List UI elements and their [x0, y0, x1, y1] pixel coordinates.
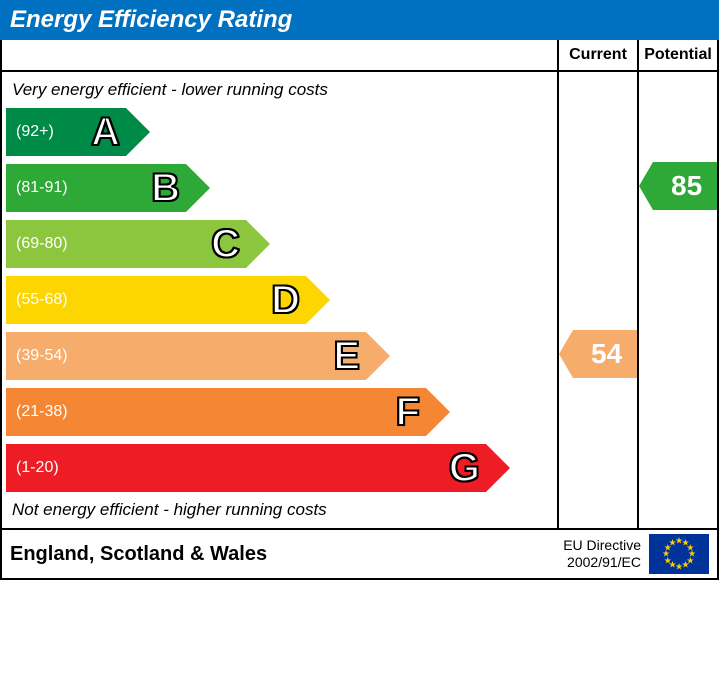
header-blank [2, 40, 557, 70]
directive-line2: 2002/91/EC [563, 554, 641, 571]
band-f: (21-38)F [6, 388, 426, 436]
current-column: 54 [557, 72, 637, 528]
epc-chart: Energy Efficiency Rating Current Potenti… [0, 0, 719, 580]
band-letter: A [91, 112, 120, 152]
band-arrow [126, 108, 150, 156]
band-letter: E [333, 336, 360, 376]
potential-marker: 85 [653, 162, 717, 210]
band-row-f: (21-38)F [6, 384, 553, 440]
band-row-c: (69-80)C [6, 216, 553, 272]
band-row-b: (81-91)B [6, 160, 553, 216]
title-text: Energy Efficiency Rating [10, 6, 292, 33]
band-e: (39-54)E [6, 332, 366, 380]
band-d: (55-68)D [6, 276, 306, 324]
band-arrow [186, 164, 210, 212]
band-arrow [246, 220, 270, 268]
band-row-e: (39-54)E [6, 328, 553, 384]
band-arrow [486, 444, 510, 492]
band-c: (69-80)C [6, 220, 246, 268]
band-b: (81-91)B [6, 164, 186, 212]
band-letter: D [271, 280, 300, 320]
potential-value: 85 [671, 170, 702, 202]
footer-directive: EU Directive 2002/91/EC [563, 537, 641, 571]
potential-marker-arrow [639, 162, 653, 210]
footer-row: England, Scotland & Wales EU Directive 2… [2, 528, 717, 578]
band-row-a: (92+)A [6, 104, 553, 160]
band-letter: F [396, 392, 420, 432]
band-letter: C [211, 224, 240, 264]
band-g: (1-20)G [6, 444, 486, 492]
header-potential: Potential [637, 40, 717, 70]
title-bar: Energy Efficiency Rating [0, 0, 719, 40]
band-row-d: (55-68)D [6, 272, 553, 328]
bands-holder: (92+)A (81-91)B (69-80)C (55-68)D (39-54)E (2… [6, 104, 553, 496]
band-range: (55-68) [6, 291, 306, 309]
rating-table: Current Potential Very energy efficient … [0, 40, 719, 580]
band-range: (21-38) [6, 403, 426, 421]
caption-efficient: Very energy efficient - lower running co… [6, 78, 553, 102]
band-range: (1-20) [6, 459, 486, 477]
band-range: (69-80) [6, 235, 246, 253]
band-letter: B [151, 168, 180, 208]
eu-flag-icon: ★★★★★★★★★★★★ [649, 534, 709, 574]
header-row: Current Potential [2, 40, 717, 72]
current-marker-arrow [559, 330, 573, 378]
current-marker: 54 [573, 330, 637, 378]
eu-star: ★ [668, 537, 676, 548]
band-range: (39-54) [6, 347, 366, 365]
band-arrow [366, 332, 390, 380]
band-arrow [426, 388, 450, 436]
directive-line1: EU Directive [563, 537, 641, 554]
bands-column: Very energy efficient - lower running co… [2, 72, 557, 528]
band-a: (92+)A [6, 108, 126, 156]
body-row: Very energy efficient - lower running co… [2, 72, 717, 528]
footer-region: England, Scotland & Wales [10, 543, 555, 566]
band-row-g: (1-20)G [6, 440, 553, 496]
caption-inefficient: Not energy efficient - higher running co… [6, 498, 553, 522]
band-letter: G [449, 448, 480, 488]
potential-column: 85 [637, 72, 717, 528]
header-current: Current [557, 40, 637, 70]
band-arrow [306, 276, 330, 324]
current-value: 54 [591, 338, 622, 370]
